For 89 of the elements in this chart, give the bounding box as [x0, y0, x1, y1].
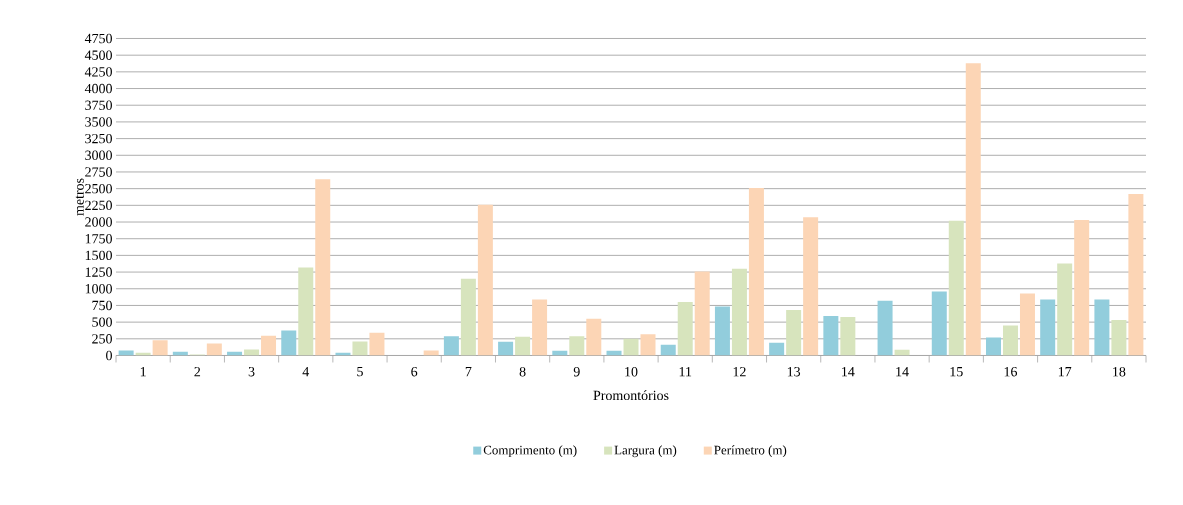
bar: [677, 302, 693, 356]
bar: [786, 310, 802, 356]
x-tick-label: 7: [465, 367, 472, 377]
y-tick-label: 4000: [84, 83, 112, 94]
y-tick-label: 4750: [84, 33, 112, 44]
x-tick-label: 4: [302, 367, 310, 377]
bar: [423, 350, 439, 356]
bar: [748, 187, 764, 356]
bar: [840, 317, 856, 356]
x-tick-label: 1: [140, 367, 146, 377]
bar: [1074, 220, 1090, 356]
bar: [515, 336, 531, 356]
bar: [769, 342, 785, 356]
x-tick-label: 12: [733, 367, 746, 377]
bar: [118, 350, 134, 356]
bar: [1019, 293, 1035, 356]
y-tick-label: 3250: [85, 133, 112, 144]
bar: [731, 268, 747, 356]
bar: [152, 340, 168, 356]
x-tick-label: 5: [357, 367, 363, 377]
bar: [640, 334, 656, 356]
legend-label: Perímetro (m): [714, 445, 787, 458]
bar: [369, 332, 385, 356]
x-tick-label: 13: [787, 367, 801, 377]
x-tick-label: 14: [842, 367, 855, 377]
legend-label: Largura (m): [614, 445, 677, 458]
bar: [660, 344, 676, 356]
y-tick-label: 2250: [85, 200, 112, 211]
x-axis-title: Promontórios: [593, 390, 669, 401]
bar: [823, 316, 839, 356]
y-tick-label: 250: [92, 334, 112, 344]
y-tick-label: 3750: [85, 100, 112, 110]
x-tick-label: 15: [950, 367, 963, 377]
x-tick-label: 3: [248, 367, 255, 377]
y-tick-label: 1250: [85, 267, 112, 277]
y-tick-label: 500: [92, 317, 112, 327]
bar: [1094, 299, 1110, 356]
bar: [694, 271, 710, 356]
bar: [1111, 320, 1127, 356]
bar: [985, 337, 1001, 356]
y-tick-label: 2750: [85, 167, 112, 177]
bar: [281, 330, 297, 356]
bar: [532, 299, 548, 356]
bar: [948, 220, 964, 356]
bar: [877, 300, 893, 356]
y-tick-label: 1000: [85, 284, 112, 294]
bar: [931, 291, 947, 356]
y-tick-label: 3000: [85, 150, 112, 160]
x-tick-label: 8: [519, 367, 526, 377]
bar: [714, 306, 730, 356]
bar: [1057, 263, 1073, 356]
bar: [965, 63, 981, 356]
x-tick-label: 14: [896, 367, 909, 377]
y-tick-label: 1500: [85, 250, 112, 261]
bar: [586, 318, 602, 356]
bar: [1002, 325, 1018, 356]
bar: [443, 336, 459, 356]
bar: [352, 341, 368, 356]
bar: [460, 278, 476, 356]
x-tick-label: 17: [1058, 367, 1072, 377]
x-tick-label: 9: [573, 367, 580, 377]
bar: [569, 336, 585, 356]
x-tick-label: 18: [1113, 367, 1126, 377]
bar: [244, 349, 260, 356]
y-axis-title: metros: [75, 178, 84, 216]
y-tick-label: 4250: [84, 67, 112, 77]
bar: [315, 179, 331, 356]
y-tick-label: 3500: [85, 117, 112, 127]
bar: [623, 338, 639, 356]
y-tick-label: 1750: [85, 233, 112, 244]
bar: [206, 343, 222, 356]
x-tick-label: 11: [679, 367, 692, 377]
x-tick-label: 10: [625, 367, 638, 377]
bar: [1040, 299, 1056, 356]
bar: [1128, 193, 1144, 356]
bar: [498, 341, 514, 356]
bar: [477, 204, 493, 356]
y-tick-label: 0: [106, 350, 112, 361]
y-tick-label: 750: [92, 300, 112, 311]
x-tick-label: 6: [411, 367, 418, 377]
bar: [261, 335, 277, 356]
x-tick-label: 16: [1004, 367, 1018, 377]
y-tick-label: 2500: [85, 183, 112, 194]
y-tick-label: 2000: [85, 217, 112, 227]
legend-label: Comprimento (m): [483, 445, 577, 458]
bar: [298, 267, 314, 356]
x-tick-label: 2: [194, 367, 201, 377]
y-tick-label: 4500: [84, 50, 112, 60]
bar: [803, 217, 819, 356]
